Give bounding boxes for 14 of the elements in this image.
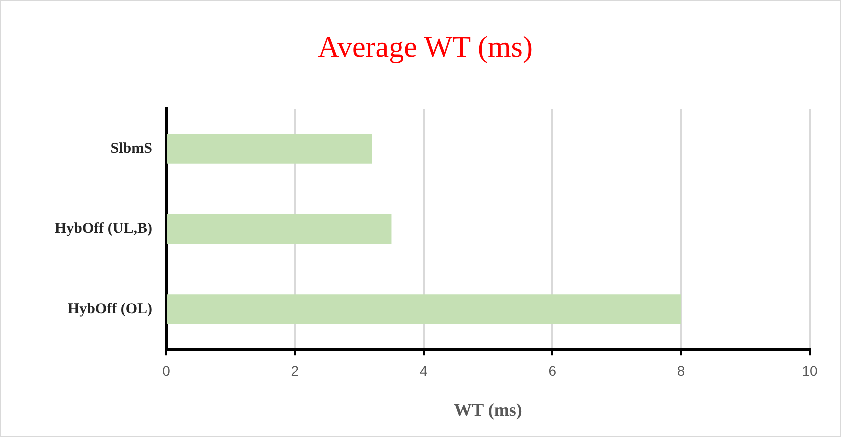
x-tick-label: 8 [677,362,686,379]
x-tick-label: 0 [162,362,171,379]
x-tick-label: 4 [420,362,428,379]
x-tick-label: 2 [291,362,300,379]
bar [168,214,392,244]
bar [168,134,372,164]
x-tick-label: 6 [548,362,557,379]
y-tick-label: HybOff (UL,B) [55,221,153,238]
x-tick-label: 10 [802,362,818,379]
chart-title: Average WT (ms) [318,30,533,64]
bar [168,294,682,324]
y-tick-label: SlbmS [110,140,152,157]
x-axis-title: WT (ms) [454,400,522,420]
y-tick-label: HybOff (OL) [68,301,152,318]
